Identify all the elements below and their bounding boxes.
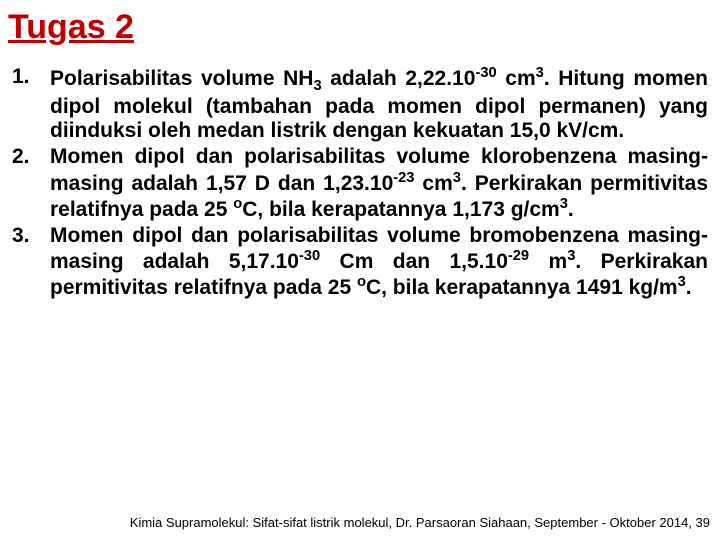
list-item: 2. Momen dipol dan polarisabilitas volum… (12, 145, 708, 221)
item-number: 3. (12, 224, 50, 300)
item-body: Polarisabilitas volume NH3 adalah 2,22.1… (50, 65, 708, 143)
item-body: Momen dipol dan polarisabilitas volume k… (50, 145, 708, 221)
footer-text: Kimia Supramolekul: Sifat-sifat listrik … (130, 515, 710, 530)
list-item: 3. Momen dipol dan polarisabilitas volum… (12, 224, 708, 300)
task-list: 1. Polarisabilitas volume NH3 adalah 2,2… (0, 47, 720, 300)
item-body: Momen dipol dan polarisabilitas volume b… (50, 224, 708, 300)
page-title: Tugas 2 (0, 0, 720, 47)
item-number: 2. (12, 145, 50, 221)
list-item: 1. Polarisabilitas volume NH3 adalah 2,2… (12, 65, 708, 143)
item-number: 1. (12, 65, 50, 143)
